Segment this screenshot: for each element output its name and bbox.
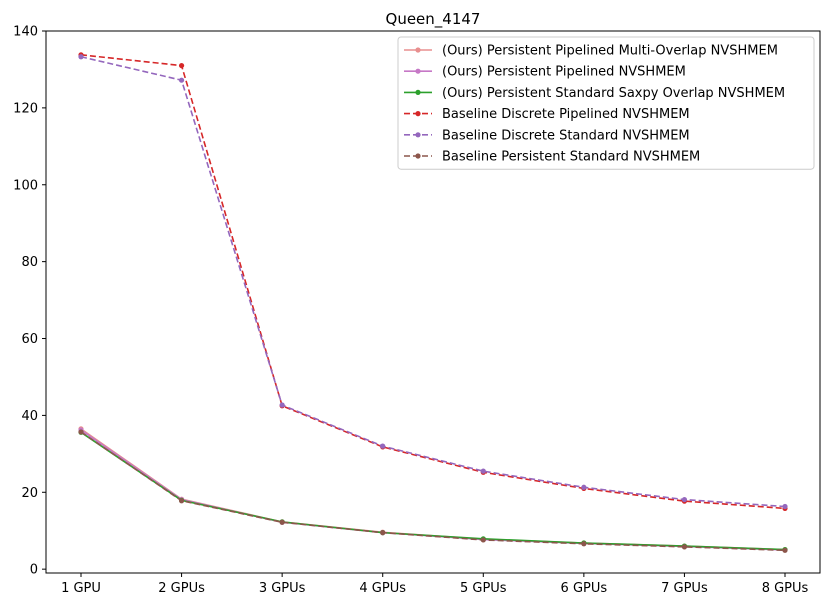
y-tick-label: 60 <box>21 332 38 347</box>
series-line <box>80 428 786 551</box>
plot-area <box>45 30 821 574</box>
y-tick-label: 120 <box>13 101 38 116</box>
legend-swatch-marker <box>415 111 421 117</box>
series-group <box>78 427 788 553</box>
data-point <box>78 429 84 435</box>
data-point <box>380 443 386 449</box>
series-line <box>80 55 786 508</box>
data-point <box>279 519 285 525</box>
legend-box <box>397 36 815 170</box>
series-group <box>78 429 788 553</box>
data-point <box>380 530 386 536</box>
data-point <box>480 468 486 474</box>
data-point <box>178 62 185 69</box>
x-tick-label: 4 GPUs <box>359 581 406 596</box>
series-line <box>80 429 786 551</box>
data-point <box>681 496 688 503</box>
x-tick-label: 2 GPUs <box>158 581 205 596</box>
data-point <box>782 547 788 553</box>
data-point <box>581 484 587 490</box>
series-group <box>78 54 788 510</box>
legend-label: Baseline Discrete Pipelined NVSHMEM <box>442 107 690 122</box>
data-point <box>480 537 486 543</box>
data-point <box>581 541 587 547</box>
series-layer <box>78 52 788 553</box>
legend-swatch-marker <box>415 68 421 74</box>
data-point <box>78 54 84 60</box>
data-point <box>279 402 285 408</box>
x-tick-label: 6 GPUs <box>561 581 608 596</box>
x-tick-label: 8 GPUs <box>762 581 809 596</box>
legend-label: (Ours) Persistent Pipelined Multi-Overla… <box>442 44 778 59</box>
y-tick-label: 100 <box>13 178 38 193</box>
y-tick-label: 80 <box>21 255 38 270</box>
legend: (Ours) Persistent Pipelined Multi-Overla… <box>397 36 815 170</box>
y-tick-label: 140 <box>13 25 38 40</box>
data-point <box>782 503 788 510</box>
legend-swatch-marker <box>415 47 421 53</box>
x-tick-label: 7 GPUs <box>661 581 708 596</box>
plot-border <box>45 30 821 574</box>
x-tick-label: 5 GPUs <box>460 581 507 596</box>
legend-label: Baseline Discrete Standard NVSHMEM <box>442 128 690 143</box>
legend-label: (Ours) Persistent Standard Saxpy Overlap… <box>442 86 785 101</box>
series-line <box>80 431 786 551</box>
y-tick-label: 20 <box>21 486 38 501</box>
y-tick-label: 0 <box>30 563 38 578</box>
data-point <box>681 544 688 550</box>
series-group <box>78 426 788 553</box>
data-point <box>178 77 185 83</box>
data-point <box>178 498 185 504</box>
x-tick-label: 3 GPUs <box>259 581 306 596</box>
x-tick-label: 1 GPU <box>61 581 101 596</box>
legend-swatch-marker <box>415 132 421 138</box>
series-line <box>80 431 786 552</box>
y-axis: 0 20 40 60 80 100 120 140 <box>13 25 46 578</box>
legend-label: (Ours) Persistent Pipelined NVSHMEM <box>442 65 686 80</box>
y-tick-label: 40 <box>21 409 38 424</box>
series-line <box>80 54 786 510</box>
legend-swatch-marker <box>415 89 421 95</box>
chart-title: Queen_4147 <box>386 10 481 29</box>
legend-swatch-marker <box>415 153 421 159</box>
series-group <box>78 429 788 553</box>
legend-label: Baseline Persistent Standard NVSHMEM <box>442 150 700 165</box>
x-axis: 1 GPU 2 GPUs 3 GPUs 4 GPUs 5 GPUs 6 GPUs 7 GPU… <box>61 573 809 596</box>
